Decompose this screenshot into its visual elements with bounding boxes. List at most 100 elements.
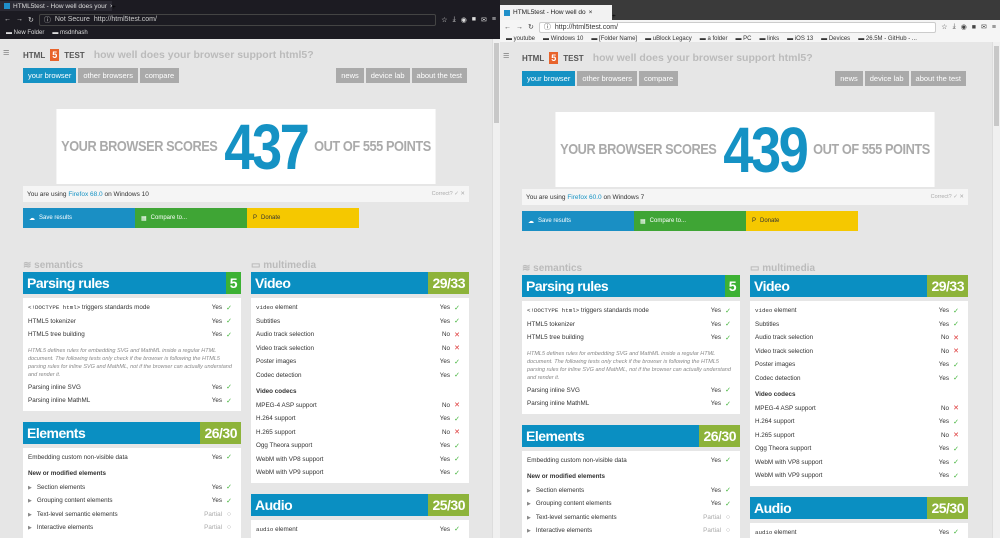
column-semantics: ≋ semantics Parsing rules 5 <!DOCTYPE html>…: [23, 260, 241, 538]
hamburger-menu-icon[interactable]: ≡: [3, 47, 10, 59]
nav-your-browser[interactable]: your browser: [522, 71, 576, 86]
bookmark-item[interactable]: ▬ New Folder: [6, 30, 45, 36]
nav-news[interactable]: news: [336, 68, 364, 83]
bookmark-item[interactable]: ▬ uBlock Legacy: [645, 36, 692, 42]
menu-icon[interactable]: ≡: [991, 23, 996, 31]
reload-icon[interactable]: ↻: [28, 16, 34, 24]
new-tab-button[interactable]: +: [612, 13, 616, 20]
nav-about-the-test[interactable]: about the test: [411, 68, 467, 83]
download-icon[interactable]: ⤓: [452, 15, 456, 23]
test-row[interactable]: ▶ Text-level semantic elements Partial ○: [527, 511, 735, 525]
action-donate-button[interactable]: P Donate: [746, 211, 858, 231]
expand-arrow-icon[interactable]: ▶: [527, 487, 531, 494]
expand-arrow-icon[interactable]: ▶: [28, 511, 32, 518]
forward-icon[interactable]: →: [16, 16, 23, 23]
action-save-button[interactable]: ☁ Save results: [522, 211, 634, 231]
bookmark-item[interactable]: ▬ Windows 10: [543, 36, 584, 42]
test-row[interactable]: ▶ Text-level semantic elements Partial ○: [28, 508, 236, 522]
security-label: Not Secure: [54, 16, 90, 23]
action-donate-button[interactable]: P Donate: [247, 208, 359, 228]
nav-other-browsers[interactable]: other browsers: [577, 71, 637, 86]
forward-icon[interactable]: →: [516, 23, 523, 31]
address-bar[interactable]: ⓘ http://html5test.com/: [538, 21, 937, 33]
subsection-title: Video codecs: [256, 388, 297, 396]
nav-compare[interactable]: compare: [139, 68, 180, 83]
nav-spacer: [181, 68, 334, 83]
expand-arrow-icon[interactable]: ▶: [28, 525, 32, 532]
scrollbar[interactable]: [492, 39, 500, 538]
test-row: HTML5 tree building Yes ✓: [527, 331, 735, 345]
test-row[interactable]: ▶ Interactive elements Partial ○: [527, 524, 735, 538]
extension-icon[interactable]: ■: [471, 16, 477, 23]
bookmark-item[interactable]: ▬ links: [759, 36, 780, 42]
site-info-icon[interactable]: ⓘ: [43, 16, 51, 24]
bookmark-item[interactable]: ▬ Devices: [821, 36, 851, 42]
test-row: Subtitles Yes ✓: [256, 315, 464, 329]
expand-arrow-icon[interactable]: ▶: [527, 514, 531, 521]
bookmark-star-icon[interactable]: ☆: [441, 16, 448, 24]
back-icon[interactable]: ←: [4, 16, 11, 23]
nav-device-lab[interactable]: device lab: [864, 71, 909, 86]
extension-icon[interactable]: ■: [971, 23, 977, 31]
action-save-button[interactable]: ☁ Save results: [23, 208, 135, 228]
browser-tab[interactable]: HTML5test - How well do ×: [500, 5, 612, 20]
section-header: Parsing rules 5: [23, 272, 241, 294]
nav-other-browsers[interactable]: other browsers: [78, 68, 138, 83]
bookmark-item[interactable]: ▬ a folder: [699, 36, 728, 42]
ublock-icon[interactable]: ◉: [460, 16, 467, 24]
nav-your-browser[interactable]: your browser: [23, 68, 77, 83]
test-name: WebM with VP9 support: [256, 469, 324, 477]
section-title: Video: [255, 275, 291, 291]
bookmark-item[interactable]: ▬ PC: [735, 36, 752, 42]
scrollbar-thumb[interactable]: [994, 46, 999, 126]
menu-icon[interactable]: ≡: [491, 16, 496, 23]
bookmark-item[interactable]: ▬ msdnhash: [52, 30, 88, 36]
nav-about-the-test[interactable]: about the test: [910, 71, 966, 86]
bookmark-item[interactable]: ▬ iOS 13: [787, 36, 814, 42]
test-row: Subtitles Yes ✓: [755, 318, 963, 332]
test-row[interactable]: ▶ Interactive elements Partial ○: [28, 521, 236, 535]
back-icon[interactable]: ←: [504, 23, 511, 31]
close-tab-icon[interactable]: ×: [109, 2, 112, 10]
test-row[interactable]: ▶ Section elements Yes ✓: [28, 481, 236, 495]
action-compare-button[interactable]: ▦ Compare to...: [135, 208, 247, 228]
download-icon[interactable]: ⤓: [952, 23, 956, 30]
address-bar[interactable]: ⓘ Not Secure http://html5test.com/: [38, 13, 437, 26]
site-info-icon[interactable]: ⓘ: [543, 24, 551, 31]
scrollbar[interactable]: [992, 42, 1000, 538]
ublock-icon[interactable]: ◉: [960, 24, 967, 31]
scrollbar-thumb[interactable]: [494, 43, 499, 123]
expand-arrow-icon[interactable]: ▶: [527, 528, 531, 535]
reload-icon[interactable]: ↻: [528, 24, 534, 31]
bookmark-item[interactable]: ▬ 26.5M - GitHub - ...: [858, 36, 917, 42]
test-result: Yes: [211, 383, 222, 391]
reject-icon[interactable]: ✕: [959, 194, 964, 200]
section-note: HTML5 defines rules for embedding SVG an…: [527, 350, 731, 381]
reject-icon[interactable]: ✕: [460, 191, 465, 197]
bookmark-star-icon[interactable]: ☆: [941, 24, 948, 31]
expand-arrow-icon[interactable]: ▶: [28, 484, 32, 491]
nav-news[interactable]: news: [835, 71, 863, 86]
test-row[interactable]: ▶ Grouping content elements Yes ✓: [28, 494, 236, 508]
confirm-icon[interactable]: ✓: [454, 191, 461, 197]
action-compare-button[interactable]: ▦ Compare to...: [634, 211, 746, 231]
bookmark-item[interactable]: ▬ [Folder Name]: [591, 36, 638, 42]
mail-icon[interactable]: ✉: [981, 24, 987, 31]
test-result: No: [441, 428, 450, 436]
mail-icon[interactable]: ✉: [481, 16, 487, 24]
nav-compare[interactable]: compare: [638, 71, 679, 86]
new-tab-button[interactable]: +: [112, 4, 116, 11]
test-result: No: [940, 431, 949, 439]
test-row[interactable]: ▶ Grouping content elements Yes ✓: [527, 497, 735, 511]
expand-arrow-icon[interactable]: ▶: [527, 501, 531, 508]
browser-tab[interactable]: HTML5test - How well does your ×: [0, 1, 112, 11]
nav-device-lab[interactable]: device lab: [365, 68, 410, 83]
close-tab-icon[interactable]: ×: [588, 9, 593, 16]
bookmark-item[interactable]: ▬ youtube: [506, 36, 536, 42]
hamburger-menu-icon[interactable]: ≡: [503, 50, 510, 62]
confirm-icon[interactable]: ✓: [953, 194, 960, 200]
score-value: 437: [224, 110, 310, 183]
test-row[interactable]: ▶ Section elements Yes ✓: [527, 484, 735, 498]
test-code: <!DOCTYPE html>: [28, 304, 81, 312]
expand-arrow-icon[interactable]: ▶: [28, 498, 32, 505]
